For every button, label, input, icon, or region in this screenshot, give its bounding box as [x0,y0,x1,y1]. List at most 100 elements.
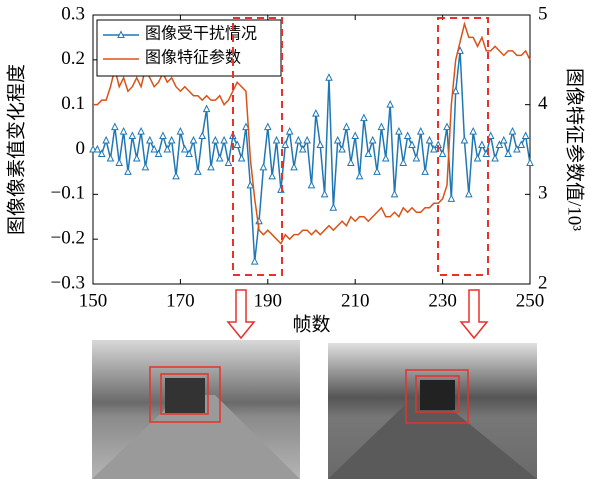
marker [125,168,131,174]
marker [147,137,153,143]
marker [195,168,201,174]
marker [282,142,288,148]
marker [352,133,358,139]
marker [204,106,210,112]
marker [291,164,297,170]
marker [426,137,432,143]
marker [392,191,398,197]
y-axis-label: 图像像素值变化程度 [5,64,27,235]
marker [239,155,245,161]
marker [405,133,411,139]
marker [107,155,113,161]
marker [361,115,367,121]
marker [510,128,516,134]
marker [182,146,188,152]
marker [335,137,341,143]
legend-label: 图像受干扰情况 [145,25,257,43]
y-tick-label: −0.1 [51,183,85,204]
marker [142,164,148,170]
marker [466,191,472,197]
marker [374,168,380,174]
marker [225,159,231,165]
x-tick-label: 250 [516,290,545,311]
x-tick-label: 230 [428,290,457,311]
marker [121,128,127,134]
marker [269,173,275,179]
marker [212,137,218,143]
marker [461,137,467,143]
marker [208,164,214,170]
marker [326,74,332,80]
marker [160,133,166,139]
marker [492,155,498,161]
marker [177,128,183,134]
y-tick-label: 0.3 [61,3,85,24]
marker [317,142,323,148]
marker [260,164,266,170]
arrow [228,290,254,338]
y2-tick-label: 5 [538,3,548,24]
marker [265,124,271,130]
marker [169,137,175,143]
x-tick-label: 170 [166,290,195,311]
figure: −0.3−0.2−0.100.10.20.3234515017019021023… [0,0,590,479]
marker [217,155,223,161]
marker [396,128,402,134]
y-tick-label: 0 [76,138,86,159]
marker [313,110,319,116]
y2-axis-label: 图像特征参数值/10³ [564,68,586,231]
marker [400,159,406,165]
arrow [461,290,487,338]
marker [304,137,310,143]
marker [295,137,301,143]
x-tick-label: 190 [254,290,283,311]
marker [470,128,476,134]
marker [378,124,384,130]
y-tick-label: 0.2 [61,48,85,69]
marker [116,159,122,165]
marker [191,137,197,143]
marker [103,137,109,143]
marker [448,195,454,201]
marker [418,128,424,134]
marker [365,150,371,156]
marker [444,124,450,130]
marker [287,128,293,134]
x-axis-label: 帧数 [292,313,330,335]
marker [505,150,511,156]
marker [422,168,428,174]
marker [527,159,533,165]
marker [252,258,258,264]
marker [278,186,284,192]
marker [322,191,328,197]
marker [274,137,280,143]
marker [129,133,135,139]
marker [357,173,363,179]
x-tick-label: 150 [79,290,108,311]
photo [328,343,537,479]
marker [221,137,227,143]
y-tick-label: −0.2 [51,228,85,249]
y2-tick-label: 3 [538,183,548,204]
marker [134,155,140,161]
marker [523,133,529,139]
x-tick-label: 210 [341,290,370,311]
marker [370,137,376,143]
marker [330,204,336,210]
marker [348,159,354,165]
y-tick-label: 0.1 [61,93,85,114]
legend-label: 图像特征参数 [145,49,241,67]
marker [501,137,507,143]
marker [413,155,419,161]
marker [387,101,393,107]
marker [112,124,118,130]
marker [309,182,315,188]
marker [173,173,179,179]
marker [138,128,144,134]
y2-tick-label: 4 [538,93,548,114]
marker [343,124,349,130]
marker [383,155,389,161]
marker [479,142,485,148]
photo [92,340,300,479]
